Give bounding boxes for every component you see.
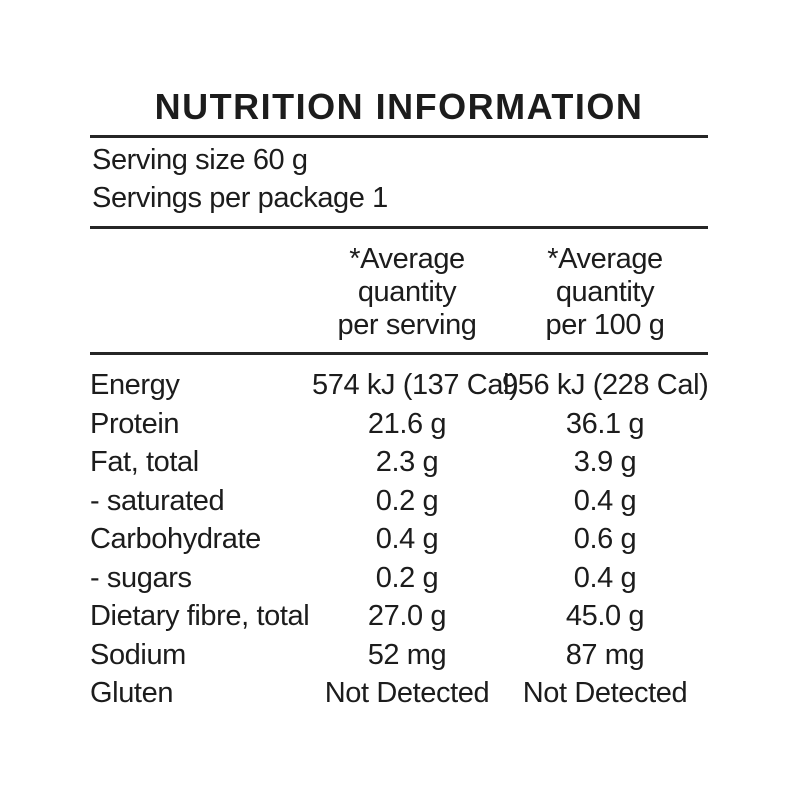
value-per-serving: 0.4 g bbox=[375, 523, 439, 555]
divider-under-serving-info bbox=[90, 226, 708, 229]
servings-per-package-line: Servings per package 1 bbox=[92, 182, 388, 214]
header-spacer bbox=[90, 243, 312, 342]
nutrient-name: Carbohydrate bbox=[90, 523, 261, 555]
value-per-100g: 956 kJ (228 Cal) bbox=[502, 369, 709, 401]
value-per-100g: Not Detected bbox=[522, 677, 688, 709]
value-per-100g: 36.1 g bbox=[565, 407, 645, 440]
value-per-100g: 3.9 g bbox=[573, 446, 637, 478]
value-per-serving: 574 kJ (137 Cal) bbox=[312, 369, 519, 401]
value-per-serving: Not Detected bbox=[324, 677, 490, 709]
nutrient-row: Fat, total 2.3 g 3.9 g bbox=[90, 443, 708, 482]
header-per-100g: *Average quantity per 100 g bbox=[502, 243, 708, 342]
value-per-100g: 0.4 g bbox=[573, 484, 637, 517]
nutrient-row: Dietary fibre, total 27.0 g 45.0 g bbox=[90, 597, 708, 636]
value-per-100g: 0.6 g bbox=[573, 523, 637, 555]
divider-under-title bbox=[90, 135, 708, 138]
nutrient-name: Protein bbox=[90, 407, 180, 440]
value-per-100g: 87 mg bbox=[565, 638, 645, 671]
divider-under-headers bbox=[90, 352, 708, 355]
serving-size-line: Serving size 60 g bbox=[92, 144, 308, 176]
value-per-serving: 0.2 g bbox=[375, 561, 439, 594]
nutrient-row: Gluten Not Detected Not Detected bbox=[90, 674, 708, 713]
value-per-serving: 0.2 g bbox=[375, 484, 439, 517]
nutrient-name: Fat, total bbox=[90, 446, 199, 478]
nutrient-row: Carbohydrate 0.4 g 0.6 g bbox=[90, 520, 708, 559]
header-line: quantity bbox=[357, 276, 457, 308]
header-line: quantity bbox=[555, 276, 655, 308]
header-per-serving: *Average quantity per serving bbox=[312, 243, 502, 342]
nutrient-name: Dietary fibre, total bbox=[90, 600, 310, 632]
value-per-100g: 0.4 g bbox=[573, 561, 637, 594]
nutrient-row: - sugars 0.2 g 0.4 g bbox=[90, 559, 708, 598]
value-per-serving: 27.0 g bbox=[367, 600, 447, 632]
column-headers: *Average quantity per serving *Average q… bbox=[90, 243, 708, 342]
header-line: *Average bbox=[547, 243, 663, 275]
serving-info: Serving size 60 g Servings per package 1 bbox=[92, 141, 388, 217]
value-per-serving: 52 mg bbox=[367, 638, 447, 671]
nutrient-name: Sodium bbox=[90, 638, 186, 671]
nutrient-row: Sodium 52 mg 87 mg bbox=[90, 636, 708, 675]
header-line: per serving bbox=[337, 309, 477, 341]
nutrient-row: Energy 574 kJ (137 Cal) 956 kJ (228 Cal) bbox=[90, 366, 709, 405]
value-per-serving: 2.3 g bbox=[375, 446, 439, 478]
value-per-100g: 45.0 g bbox=[565, 600, 645, 632]
nutrient-name: - saturated bbox=[90, 484, 225, 517]
header-line: per 100 g bbox=[545, 309, 665, 341]
nutrient-row: Protein 21.6 g 36.1 g bbox=[90, 405, 708, 444]
nutrient-row: - saturated 0.2 g 0.4 g bbox=[90, 482, 708, 521]
nutrient-name: - sugars bbox=[90, 561, 192, 594]
panel-title: NUTRITION INFORMATION bbox=[154, 86, 644, 127]
header-line: *Average bbox=[349, 243, 465, 275]
nutrient-name: Gluten bbox=[90, 677, 174, 709]
value-per-serving: 21.6 g bbox=[367, 407, 447, 440]
nutrient-name: Energy bbox=[90, 369, 180, 401]
nutrient-table: Energy 574 kJ (137 Cal) 956 kJ (228 Cal)… bbox=[90, 366, 709, 713]
